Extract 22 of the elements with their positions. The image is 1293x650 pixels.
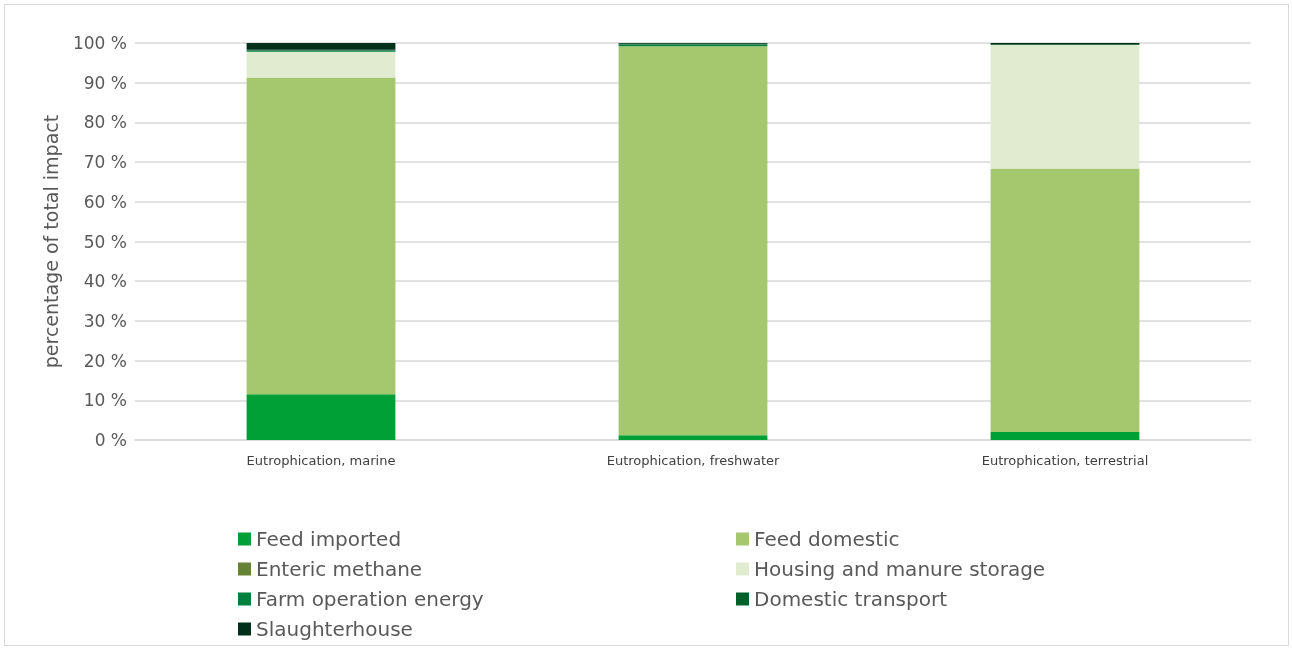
legend-label: Feed imported: [256, 527, 402, 551]
x-tick-label: Eutrophication, terrestrial: [981, 453, 1149, 468]
x-tick-label: Eutrophication, marine: [246, 453, 396, 468]
legend-label: Slaughterhouse: [256, 617, 413, 641]
x-tick-label: Eutrophication, freshwater: [606, 453, 780, 468]
y-tick-label: 60 %: [83, 191, 127, 212]
legend-label: Domestic transport: [754, 587, 948, 611]
y-tick-label: 30 %: [83, 310, 127, 331]
legend-label: Farm operation energy: [256, 587, 484, 611]
y-tick-label: 70 %: [83, 152, 127, 173]
y-tick-label: 20 %: [83, 350, 127, 371]
y-tick-label: 0 %: [94, 430, 127, 450]
y-tick-label: 80 %: [83, 112, 127, 133]
y-tick-label: 40 %: [83, 271, 127, 292]
y-tick-label: 50 %: [83, 231, 127, 252]
y-tick-label: 90 %: [83, 72, 127, 93]
y-tick-label: 10 %: [83, 390, 127, 411]
legend-label: Housing and manure storage: [754, 557, 1046, 581]
y-axis-title: percentage of total impact: [39, 114, 62, 369]
y-tick-label: 100 %: [72, 33, 127, 53]
legend-label: Feed domestic: [754, 527, 900, 551]
legend-label: Enteric methane: [256, 557, 423, 581]
